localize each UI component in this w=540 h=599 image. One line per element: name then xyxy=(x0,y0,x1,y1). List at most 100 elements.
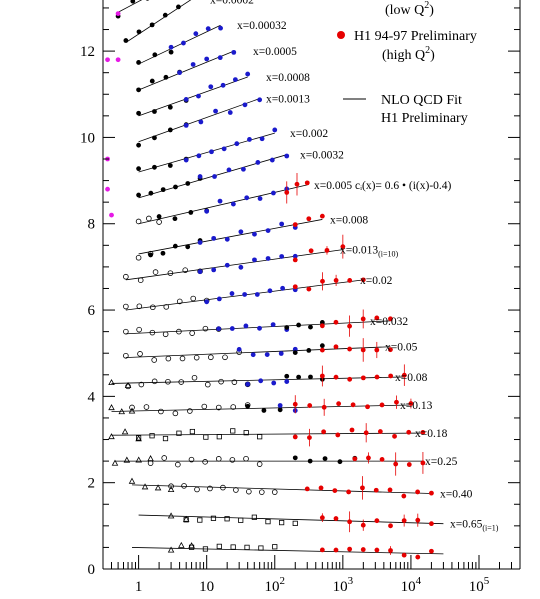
black-point xyxy=(160,250,166,256)
red-point xyxy=(401,493,407,499)
hollow-point xyxy=(156,219,162,225)
hollow-point xyxy=(208,354,214,361)
blue-point xyxy=(271,380,277,386)
red-point xyxy=(321,429,327,435)
red-point xyxy=(319,373,325,379)
legend-red-marker xyxy=(337,31,345,39)
red-point xyxy=(308,248,314,254)
blue-point xyxy=(280,285,286,291)
scale-annotation: cᵢ(x)= 0.6 • (i(x)-0.4) xyxy=(355,180,452,192)
black-point xyxy=(167,104,173,110)
red-point xyxy=(429,521,434,527)
blue-point xyxy=(177,70,182,76)
x-bin-label: x=0.008 xyxy=(330,214,368,226)
black-point xyxy=(136,192,141,198)
black-point xyxy=(156,214,162,219)
blue-point xyxy=(168,44,174,50)
fit-curve xyxy=(125,346,391,358)
black-point xyxy=(308,324,313,330)
triangle-point xyxy=(111,459,119,466)
square-point xyxy=(135,435,142,441)
red-point xyxy=(360,347,366,353)
red-point xyxy=(401,552,407,558)
hollow-point xyxy=(146,215,152,222)
hollow-point xyxy=(191,374,198,381)
square-point xyxy=(243,430,249,436)
red-point xyxy=(420,430,426,435)
red-point xyxy=(415,554,421,560)
red-point xyxy=(340,244,346,250)
red-point xyxy=(379,402,385,408)
magenta-point xyxy=(115,57,121,63)
black-point xyxy=(136,87,141,93)
red-point xyxy=(333,319,339,325)
red-point xyxy=(335,432,341,438)
triangle-point xyxy=(123,456,131,463)
blue-point xyxy=(218,25,223,31)
blue-point xyxy=(221,146,227,152)
hollow-point xyxy=(187,408,193,414)
hollow-point xyxy=(176,298,183,305)
red-point xyxy=(415,517,421,523)
blue-point xyxy=(245,381,251,387)
blue-point xyxy=(258,378,264,384)
red-point xyxy=(306,286,312,292)
red-point xyxy=(306,216,312,222)
red-point xyxy=(373,487,379,493)
x-tick-label: 102 xyxy=(265,575,286,595)
black-point xyxy=(337,459,343,465)
hollow-point xyxy=(194,486,200,493)
red-point xyxy=(360,485,365,491)
black-point xyxy=(136,110,141,116)
triangle-point xyxy=(124,381,132,389)
red-point xyxy=(388,548,393,553)
red-point xyxy=(360,316,366,322)
blue-point xyxy=(264,352,270,358)
triangle-point xyxy=(178,541,185,548)
x-bin-labels: x=0.00013(i=20)x=0.0002x=0.00032x=0.0005… xyxy=(210,0,499,533)
fit-curve xyxy=(138,219,323,255)
red-point xyxy=(388,316,393,322)
blue-point xyxy=(279,254,285,259)
hollow-point xyxy=(161,455,168,461)
red-point xyxy=(406,462,412,467)
hollow-point xyxy=(137,277,144,283)
blue-point xyxy=(212,174,217,179)
legend-fit-1: NLO QCD Fit xyxy=(381,93,462,108)
blue-point xyxy=(292,253,298,259)
hollow-point xyxy=(151,378,158,385)
blue-point xyxy=(284,379,290,385)
red-point xyxy=(292,257,298,263)
blue-point xyxy=(190,62,196,67)
hollow-point xyxy=(163,304,170,310)
hollow-point xyxy=(143,404,150,410)
red-point xyxy=(304,486,310,492)
hollow-point xyxy=(165,378,171,385)
square-point xyxy=(224,516,230,522)
x-bin-label: x=0.0008 xyxy=(266,72,310,84)
red-point xyxy=(321,404,327,410)
red-point xyxy=(374,315,380,321)
hollow-point xyxy=(202,325,209,332)
red-point xyxy=(333,278,339,283)
hollow-point xyxy=(259,489,265,495)
blue-point xyxy=(198,119,204,125)
blue-point xyxy=(284,153,290,159)
magenta-point xyxy=(105,57,110,63)
red-point xyxy=(429,490,434,496)
hollow-point xyxy=(231,379,238,385)
triangle-point xyxy=(141,483,149,490)
hollow-point xyxy=(222,354,228,361)
square-point xyxy=(216,543,222,549)
square-point xyxy=(149,433,155,439)
red-point xyxy=(350,402,356,408)
red-point xyxy=(294,181,300,187)
blue-point xyxy=(208,84,214,90)
black-point xyxy=(136,60,141,65)
triangle-point xyxy=(108,378,115,386)
red-point xyxy=(401,518,407,523)
red-point xyxy=(349,427,355,433)
black-point xyxy=(284,373,290,379)
blue-point xyxy=(224,262,230,268)
square-point xyxy=(203,434,209,440)
